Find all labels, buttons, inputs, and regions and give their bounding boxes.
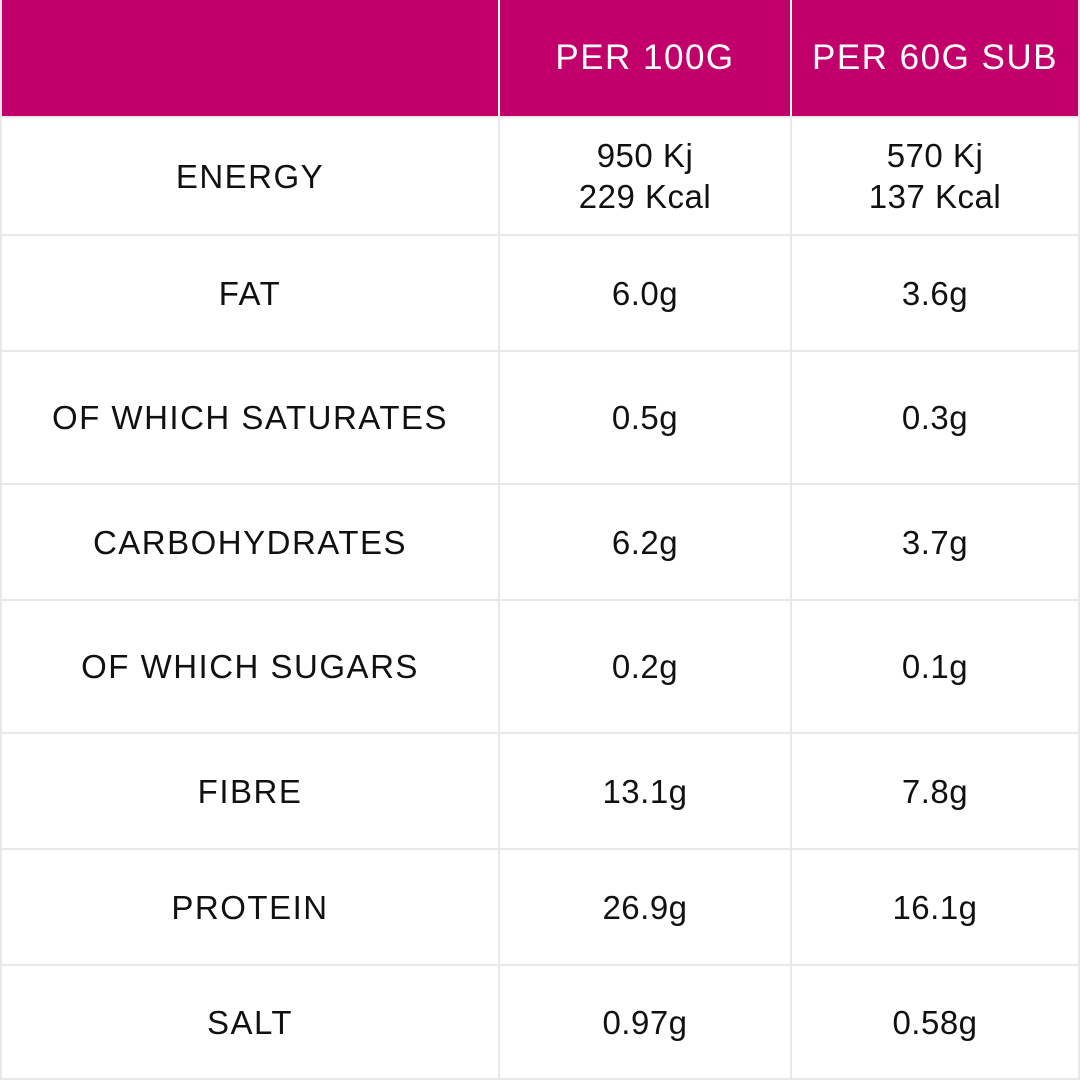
table-header-row: PER 100G PER 60G SUB — [2, 0, 1078, 116]
per-100g-value: 0.2g — [500, 601, 792, 732]
header-empty-cell — [2, 0, 500, 116]
row-label: OF WHICH SATURATES — [2, 352, 500, 483]
per-sub-value: 0.1g — [901, 648, 969, 685]
table-row-fibre: FIBRE 13.1g 7.8g — [2, 732, 1078, 848]
table-row-energy: ENERGY 950 Kj 229 Kcal 570 Kj 137 Kcal — [2, 116, 1078, 234]
energy-kj-value: 950 Kj — [596, 137, 694, 174]
energy-kj-value: 570 Kj — [886, 137, 984, 174]
per-100g-value: 6.0g — [500, 236, 792, 350]
row-label: PROTEIN — [2, 850, 500, 964]
row-label: OF WHICH SUGARS — [2, 601, 500, 732]
per-sub-value: 16.1g — [892, 888, 978, 926]
per-sub-value: 0.58g — [892, 1003, 978, 1041]
per-sub-value: 3.6g — [901, 274, 969, 312]
row-label: CARBOHYDRATES — [2, 485, 500, 599]
per-100g-value: 13.1g — [500, 734, 792, 848]
energy-kcal-value: 137 Kcal — [868, 178, 1002, 215]
row-label: SALT — [2, 966, 500, 1078]
table-row-saturates: OF WHICH SATURATES 0.5g 0.3g — [2, 350, 1078, 483]
per-sub-value: 7.8g — [901, 772, 969, 810]
row-label: FAT — [2, 236, 500, 350]
per-sub-value: 570 Kj 137 Kcal — [792, 118, 1078, 234]
energy-kcal-value: 229 Kcal — [578, 178, 712, 215]
table-row-carbohydrates: CARBOHYDRATES 6.2g 3.7g — [2, 483, 1078, 599]
per-100g-value: 0.97g — [500, 966, 792, 1078]
table-row-sugars: OF WHICH SUGARS 0.2g 0.1g — [2, 599, 1078, 732]
row-label: FIBRE — [2, 734, 500, 848]
header-per-sub: PER 60G SUB — [811, 38, 1059, 77]
table-row-salt: SALT 0.97g 0.58g — [2, 964, 1078, 1078]
per-100g-value: 950 Kj 229 Kcal — [500, 118, 792, 234]
per-100g-value: 26.9g — [500, 850, 792, 964]
per-100g-value: 0.5g — [500, 352, 792, 483]
per-100g-value: 6.2g — [500, 485, 792, 599]
header-per-100g: PER 100G — [500, 0, 792, 116]
table-row-fat: FAT 6.0g 3.6g — [2, 234, 1078, 350]
per-sub-value: 0.3g — [901, 399, 969, 436]
row-label: ENERGY — [2, 118, 500, 234]
per-sub-value: 3.7g — [901, 523, 969, 561]
table-row-protein: PROTEIN 26.9g 16.1g — [2, 848, 1078, 964]
